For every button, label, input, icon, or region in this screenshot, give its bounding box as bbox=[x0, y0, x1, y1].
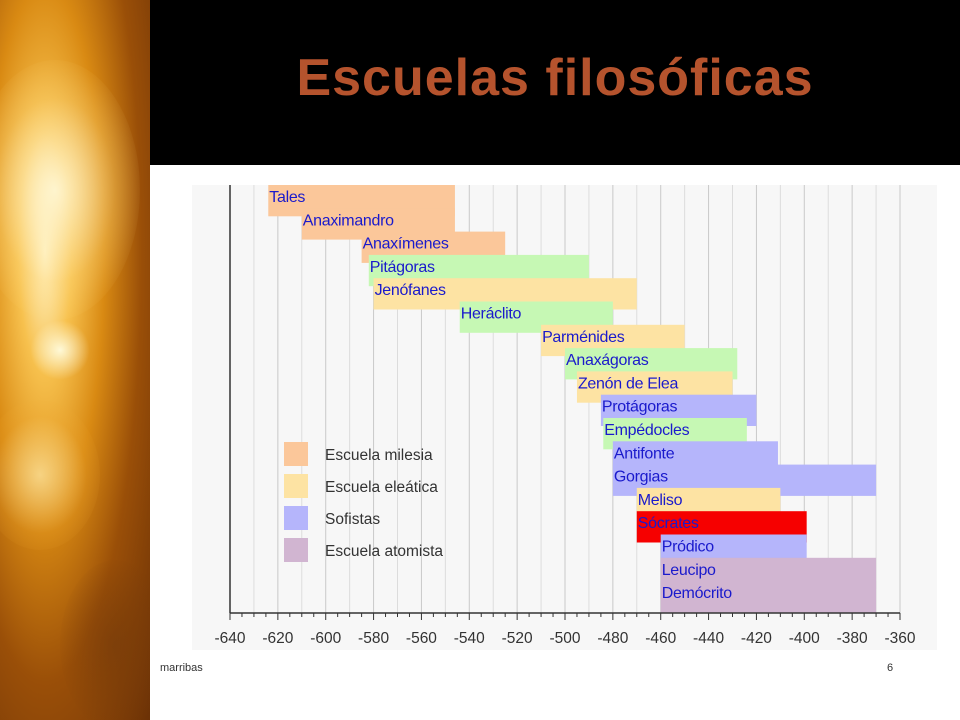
bar-label-18: Demócrito bbox=[662, 585, 733, 602]
legend-label-3: Sofistas bbox=[325, 511, 380, 528]
bar-label-1: Tales bbox=[269, 189, 305, 206]
x-tick-label: -560 bbox=[406, 630, 437, 647]
timeline-chart-panel: Tales Anaximandro Anaxímenes Pitágoras Jenóf… bbox=[192, 185, 937, 650]
legend-swatch-2 bbox=[284, 474, 308, 498]
legend-swatch-3 bbox=[284, 506, 308, 530]
bar-label-17: Leucipo bbox=[662, 562, 716, 579]
legend-label-1: Escuela milesia bbox=[325, 447, 433, 464]
footer-author: marribas bbox=[160, 662, 203, 674]
bar-label-15: Sócrates bbox=[638, 515, 699, 532]
bar-label-5: Jenófanes bbox=[375, 282, 446, 299]
bar-label-9: Zenón de Elea bbox=[578, 375, 679, 392]
bar-18 bbox=[660, 581, 877, 613]
bar-label-14: Meliso bbox=[638, 492, 683, 509]
title-bar bbox=[150, 0, 960, 165]
bar-label-7: Parménides bbox=[542, 329, 625, 346]
legend-swatch-4 bbox=[284, 538, 308, 562]
legend-swatch-1 bbox=[284, 442, 308, 466]
x-tick-label: -580 bbox=[358, 630, 389, 647]
x-tick-label: -520 bbox=[502, 630, 533, 647]
bar-label-11: Empédocles bbox=[604, 422, 689, 439]
bar-label-2: Anaximandro bbox=[303, 212, 394, 229]
x-tick-label: -400 bbox=[789, 630, 820, 647]
page-number: 6 bbox=[887, 662, 894, 674]
bar-label-10: Protágoras bbox=[602, 399, 678, 416]
bar-label-4: Pitágoras bbox=[370, 259, 435, 276]
decorative-lightbulb-image bbox=[0, 0, 150, 720]
x-tick-label: -500 bbox=[549, 630, 580, 647]
bar-label-16: Pródico bbox=[662, 539, 715, 556]
bar-label-3: Anaxímenes bbox=[363, 236, 449, 253]
slide-title: Escuelas filosóficas bbox=[296, 49, 814, 107]
x-tick-label: -460 bbox=[645, 630, 676, 647]
timeline-chart: Tales Anaximandro Anaxímenes Pitágoras Jenóf… bbox=[214, 185, 916, 647]
x-tick-label: -360 bbox=[884, 630, 915, 647]
bar-label-6: Heráclito bbox=[461, 306, 522, 323]
x-tick-label: -600 bbox=[310, 630, 341, 647]
x-tick-label: -540 bbox=[454, 630, 485, 647]
x-tick-label: -440 bbox=[693, 630, 724, 647]
bar-label-12: Antifonte bbox=[614, 445, 675, 462]
legend-label-2: Escuela eleática bbox=[325, 479, 438, 496]
x-tick-label: -480 bbox=[597, 630, 628, 647]
x-tick-label: -620 bbox=[262, 630, 293, 647]
bar-label-8: Anaxágoras bbox=[566, 352, 649, 369]
x-tick-label: -640 bbox=[214, 630, 245, 647]
x-tick-label: -380 bbox=[837, 630, 868, 647]
x-tick-label: -420 bbox=[741, 630, 772, 647]
bar-label-13: Gorgias bbox=[614, 469, 668, 486]
legend-label-4: Escuela atomista bbox=[325, 543, 443, 560]
